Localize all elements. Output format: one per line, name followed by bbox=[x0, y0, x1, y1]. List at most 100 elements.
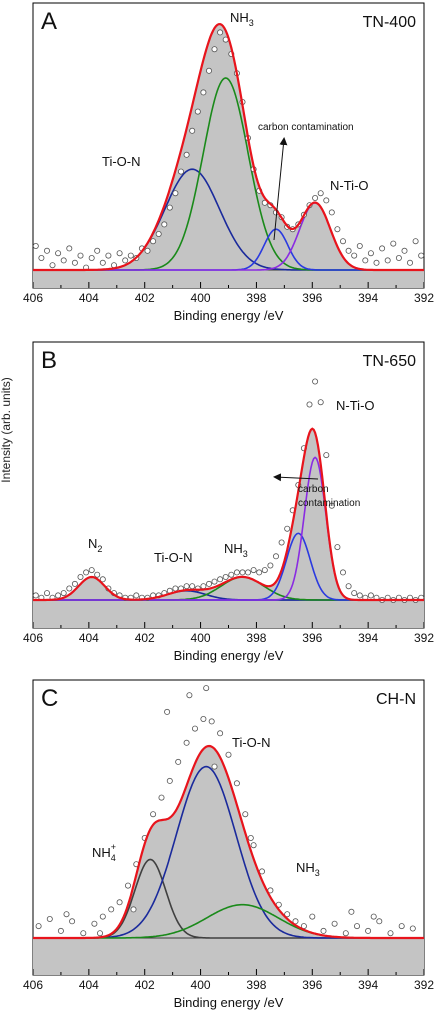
raw-point bbox=[60, 590, 67, 597]
raw-point bbox=[150, 238, 157, 245]
raw-point bbox=[348, 908, 355, 915]
component-label-carbon-contamination: carbon bbox=[298, 484, 329, 495]
envelope-fill bbox=[33, 428, 424, 628]
component-label-ti-o-n: Ti-O-N bbox=[102, 154, 141, 169]
raw-point bbox=[412, 238, 419, 245]
raw-point bbox=[122, 257, 129, 264]
x-tick-label: 402 bbox=[135, 978, 155, 992]
raw-point bbox=[328, 502, 335, 509]
raw-point bbox=[99, 913, 106, 920]
raw-point bbox=[356, 242, 363, 249]
x-tick-label: 400 bbox=[191, 291, 211, 305]
raw-point bbox=[99, 576, 106, 583]
raw-point bbox=[35, 923, 42, 930]
raw-point bbox=[312, 378, 319, 385]
raw-point bbox=[211, 578, 218, 585]
raw-point bbox=[309, 913, 316, 920]
raw-point bbox=[130, 906, 137, 913]
x-tick-label: 396 bbox=[302, 291, 322, 305]
raw-point bbox=[32, 592, 39, 599]
raw-point bbox=[256, 569, 263, 576]
raw-point bbox=[217, 730, 224, 737]
raw-point bbox=[99, 259, 106, 266]
raw-point bbox=[172, 585, 179, 592]
raw-point bbox=[125, 882, 132, 889]
x-tick-label: 402 bbox=[135, 291, 155, 305]
raw-point bbox=[194, 108, 201, 115]
raw-point bbox=[406, 259, 413, 266]
callout-arrow bbox=[273, 473, 319, 482]
raw-point bbox=[77, 574, 84, 581]
raw-point bbox=[409, 925, 416, 932]
raw-point bbox=[334, 544, 341, 551]
raw-point bbox=[183, 739, 190, 746]
raw-point bbox=[175, 758, 182, 765]
raw-point bbox=[278, 539, 285, 546]
envelope-fill bbox=[33, 746, 424, 975]
raw-point bbox=[55, 250, 62, 257]
raw-point bbox=[365, 927, 372, 934]
x-axis-label: Binding energy /eV bbox=[174, 308, 284, 323]
x-tick-label: 392 bbox=[414, 291, 434, 305]
raw-point bbox=[211, 763, 218, 770]
component-label-n-ti-o: N-Ti-O bbox=[336, 398, 375, 413]
raw-point bbox=[239, 569, 246, 576]
raw-point bbox=[155, 230, 162, 237]
raw-point bbox=[60, 257, 67, 264]
raw-point bbox=[284, 911, 291, 918]
raw-point bbox=[133, 592, 140, 599]
x-tick-label: 394 bbox=[358, 631, 378, 645]
raw-point bbox=[362, 257, 369, 264]
component-label-carbon-contamination: contamination bbox=[298, 498, 360, 509]
raw-point bbox=[200, 89, 207, 96]
raw-point bbox=[317, 399, 324, 406]
raw-point bbox=[183, 151, 190, 158]
raw-point bbox=[272, 553, 279, 560]
raw-point bbox=[233, 780, 240, 787]
raw-point bbox=[150, 811, 157, 818]
raw-point bbox=[164, 708, 171, 715]
x-tick-label: 402 bbox=[135, 631, 155, 645]
callout-arrow bbox=[273, 137, 288, 241]
raw-point bbox=[69, 918, 76, 925]
raw-point bbox=[186, 692, 193, 699]
envelope-fill bbox=[33, 24, 424, 288]
raw-point bbox=[384, 257, 391, 264]
component-label-ti-o-n: Ti-O-N bbox=[232, 735, 271, 750]
raw-point bbox=[177, 168, 184, 175]
raw-point bbox=[356, 592, 363, 599]
envelope-line bbox=[33, 744, 424, 940]
raw-point bbox=[208, 718, 215, 725]
raw-point bbox=[323, 452, 330, 459]
x-axis-label: Binding energy /eV bbox=[174, 995, 284, 1010]
raw-point bbox=[339, 569, 346, 576]
raw-point bbox=[91, 920, 98, 927]
raw-point bbox=[55, 592, 62, 599]
x-tick-label: 398 bbox=[246, 631, 266, 645]
raw-point bbox=[127, 252, 134, 259]
raw-point bbox=[94, 247, 101, 254]
raw-point bbox=[345, 583, 352, 590]
raw-point bbox=[328, 209, 335, 216]
raw-point bbox=[401, 247, 408, 254]
sample-label: CH-N bbox=[376, 691, 416, 708]
raw-point bbox=[189, 127, 196, 134]
raw-point bbox=[250, 567, 257, 574]
raw-point bbox=[191, 725, 198, 732]
raw-point bbox=[267, 562, 274, 569]
raw-point bbox=[247, 835, 254, 842]
raw-point bbox=[217, 29, 224, 36]
component-label-n-ti-o: N-Ti-O bbox=[330, 178, 369, 193]
x-tick-label: 404 bbox=[79, 631, 99, 645]
raw-point bbox=[331, 920, 338, 927]
raw-point bbox=[46, 916, 53, 923]
raw-point bbox=[244, 569, 251, 576]
envelope-line bbox=[33, 427, 424, 602]
raw-point bbox=[166, 777, 173, 784]
x-tick-label: 400 bbox=[191, 631, 211, 645]
x-tick-label: 396 bbox=[302, 978, 322, 992]
raw-point bbox=[105, 252, 112, 259]
raw-point bbox=[200, 716, 207, 723]
raw-point bbox=[144, 247, 151, 254]
